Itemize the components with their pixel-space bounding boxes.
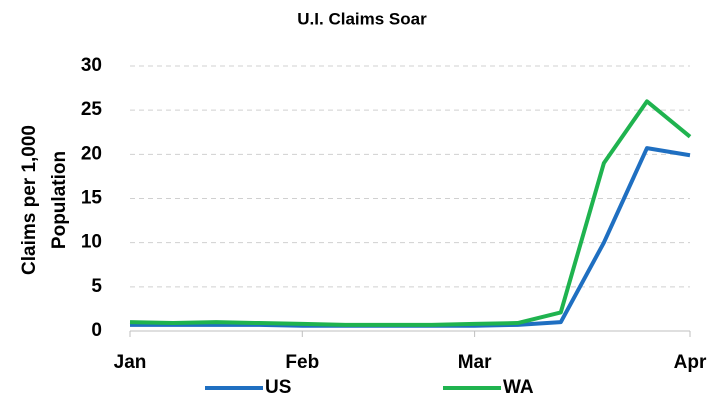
y-axis-title-line: Population xyxy=(49,151,70,249)
series-line xyxy=(129,99,692,327)
x-tick-label: Apr xyxy=(674,352,707,373)
series-line xyxy=(130,146,691,328)
y-tick-label: 20 xyxy=(81,143,102,164)
x-tick-label: Feb xyxy=(285,352,319,373)
y-tick-label: 10 xyxy=(81,232,102,253)
legend-label: WA xyxy=(503,377,534,398)
y-tick-label: 15 xyxy=(81,188,103,209)
x-tick-label: Mar xyxy=(458,352,492,373)
legend-label: US xyxy=(265,377,291,398)
y-tick-label: 5 xyxy=(91,276,102,297)
y-tick-label: 0 xyxy=(91,320,102,341)
y-axis-title: Claims per 1,000 Population xyxy=(19,125,70,275)
y-axis-title-line: Claims per 1,000 xyxy=(19,125,40,275)
chart-title: U.I. Claims Soar xyxy=(297,9,427,28)
x-tick-label: Jan xyxy=(114,352,147,373)
y-tick-label: 30 xyxy=(81,55,102,76)
y-tick-label: 25 xyxy=(81,99,103,120)
